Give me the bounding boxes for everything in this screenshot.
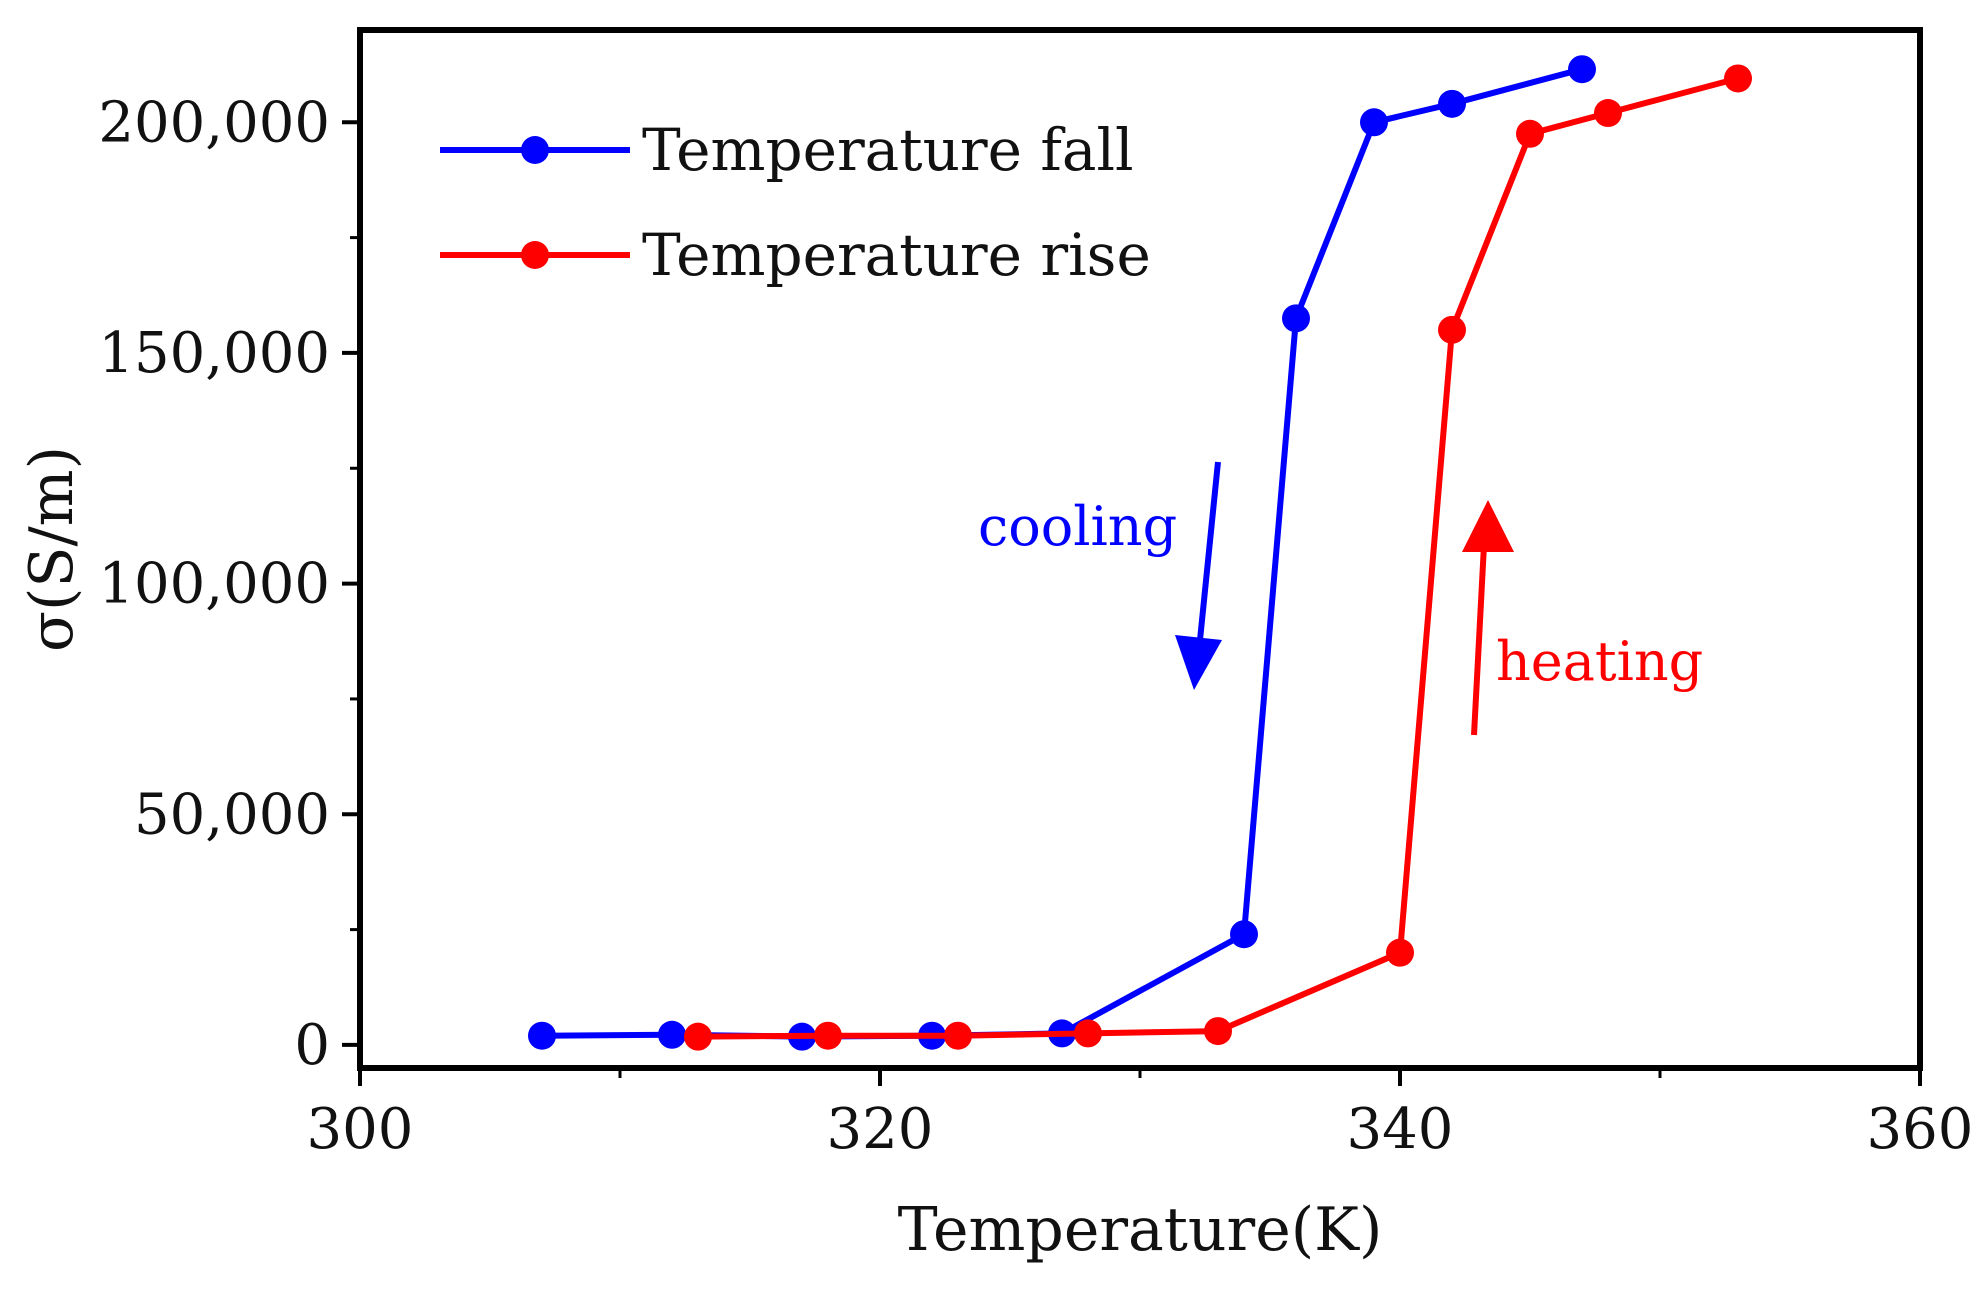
data-point — [528, 1021, 556, 1050]
data-point — [1282, 304, 1310, 333]
data-point — [1204, 1017, 1232, 1046]
y-tick-label: 50,000 — [134, 782, 330, 847]
data-point — [1438, 315, 1466, 344]
heating-arrow-shaft — [1471, 544, 1487, 736]
heating-arrow-head — [1462, 500, 1514, 552]
heating-label: heating — [1496, 630, 1703, 693]
data-point — [658, 1020, 686, 1049]
legend-marker — [521, 136, 549, 164]
legend-marker — [521, 241, 549, 269]
legend: Temperature fall Temperature rise — [440, 116, 1151, 289]
cooling-label: cooling — [978, 495, 1177, 558]
cooling-arrow-shaft — [1197, 461, 1221, 641]
y-tick-label: 200,000 — [98, 90, 330, 155]
data-point — [1074, 1019, 1102, 1048]
series-line-temperature-rise — [697, 75, 1739, 1040]
data-point — [1360, 108, 1388, 137]
x-tick-label: 340 — [1347, 1097, 1454, 1162]
y-tick-label: 100,000 — [98, 552, 330, 617]
data-point — [1438, 89, 1466, 118]
data-point — [944, 1021, 972, 1050]
data-point — [1386, 938, 1414, 967]
data-point — [1516, 119, 1544, 148]
legend-label: Temperature rise — [642, 221, 1151, 289]
annotation-layer: cooling heating — [978, 461, 1703, 736]
x-tick-label: 320 — [827, 1097, 934, 1162]
legend-label: Temperature fall — [642, 116, 1134, 184]
cooling-arrow-head — [1175, 635, 1222, 690]
y-tick-label: 0 — [294, 1013, 330, 1078]
y-tick-label: 150,000 — [98, 321, 330, 386]
data-point — [1230, 920, 1258, 949]
data-point — [1594, 99, 1622, 128]
axes-layer: 300 320 340 360 0 50,000 100,000 150,000 200,000… — [17, 27, 1974, 1265]
data-point — [1724, 64, 1752, 93]
x-axis-title: Temperature(K) — [898, 1195, 1383, 1265]
data-point — [814, 1021, 842, 1050]
x-tick-label: 300 — [307, 1097, 414, 1162]
y-axis-title: σ(S/m) — [17, 446, 87, 652]
data-point — [1568, 55, 1596, 84]
x-tick-label: 360 — [1867, 1097, 1974, 1162]
data-point — [684, 1022, 712, 1051]
series-layer — [528, 55, 1752, 1051]
